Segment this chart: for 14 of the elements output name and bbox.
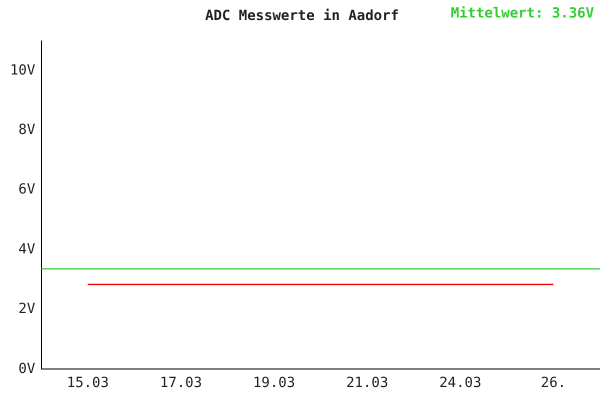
x-tick-label: 24.03: [439, 375, 482, 392]
y-tick-label: 4V: [18, 241, 36, 258]
x-tick-label: 17.03: [160, 375, 202, 392]
x-tick-label: 26.: [540, 375, 566, 392]
y-tick-label: 6V: [18, 182, 36, 198]
y-tick-label: 0V: [18, 360, 36, 377]
y-tick-label: 8V: [18, 122, 36, 138]
y-tick-label: 10V: [10, 62, 36, 78]
x-tick-label: 19.03: [253, 375, 296, 392]
y-tick-label: 2V: [18, 301, 36, 318]
x-tick-label: 15.03: [66, 375, 109, 392]
x-tick-label: 21.03: [346, 375, 388, 392]
ref-line-label: Mittelwert: 3.36V: [450, 6, 595, 22]
chart-title: ADC Messwerte in Aadorf: [205, 8, 399, 24]
